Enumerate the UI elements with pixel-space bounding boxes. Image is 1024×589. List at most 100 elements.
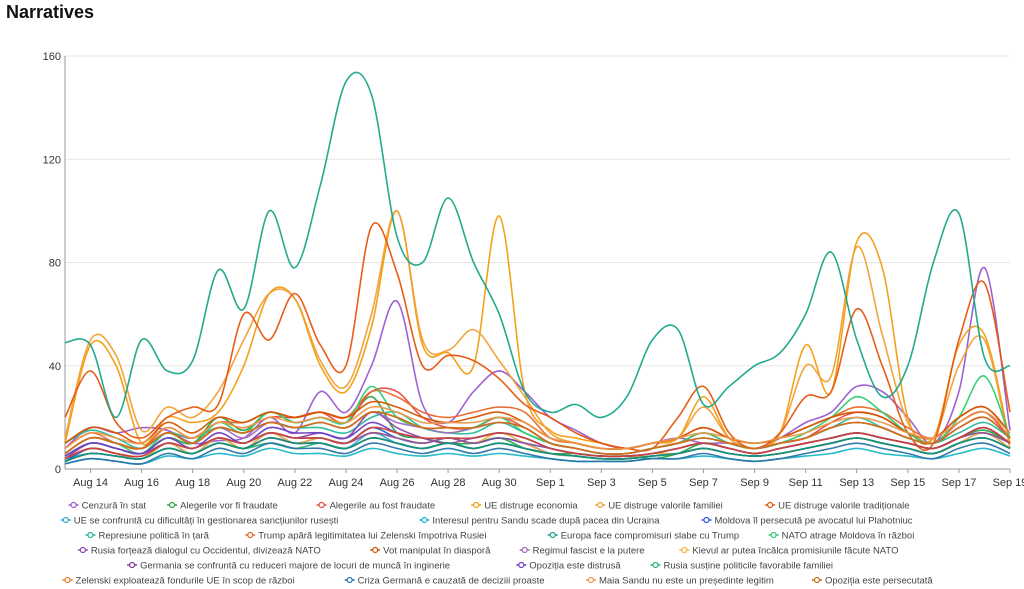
legend-marker [652, 561, 659, 569]
x-tick-label: Sep 5 [638, 477, 667, 489]
chart-title: Narratives [6, 2, 95, 22]
x-tick-label: Aug 18 [175, 477, 210, 489]
legend-item-5[interactable]: UE distruge valorile tradiționale [765, 501, 910, 512]
x-tick-label: Aug 30 [482, 477, 517, 489]
legend-label: Criza Germană e cauzată de deciziii proa… [358, 576, 545, 587]
x-tick-label: Aug 20 [226, 477, 261, 489]
legend-marker [169, 501, 176, 509]
legend-marker [681, 546, 688, 554]
legend-label: Zelenski exploatează fondurile UE în sco… [76, 576, 295, 587]
x-tick-label: Sep 9 [740, 477, 769, 489]
x-tick-label: Sep 15 [890, 477, 925, 489]
legend-label: Alegerile vor fi fraudate [180, 501, 278, 512]
y-tick-label: 120 [43, 154, 61, 166]
series-line-3 [64, 210, 1011, 450]
legend-item-23[interactable]: Opoziția este persecutată [811, 576, 933, 587]
legend-marker [62, 516, 69, 524]
legend-item-15[interactable]: Regimul fascist e la putere [519, 546, 645, 557]
series-line-24 [64, 437, 1011, 463]
legend-label: UE se confruntă cu dificultăți în gestio… [74, 516, 339, 527]
x-tick-label: Aug 24 [329, 477, 364, 489]
legend-label: Rusia forțează dialogul cu Occidentul, d… [91, 546, 321, 557]
legend-item-20[interactable]: Zelenski exploatează fondurile UE în sco… [62, 576, 295, 587]
legend-item-4[interactable]: UE distruge valorile familiei [595, 501, 723, 512]
legend-item-3[interactable]: UE distruge economia [471, 501, 578, 512]
legend-item-10[interactable]: Trump apără legitimitatea lui Zelenski î… [245, 531, 486, 542]
legend-item-13[interactable]: Rusia forțează dialogul cu Occidentul, d… [77, 546, 321, 557]
x-tick-label: Sep 17 [941, 477, 976, 489]
x-tick-label: Sep 19 [993, 477, 1024, 489]
legend-label: Opoziția este distrusă [529, 561, 621, 572]
legend-item-2[interactable]: Alegerile au fost fraudate [316, 501, 436, 512]
legend-item-0[interactable]: Cenzură în stat [68, 501, 147, 512]
legend-marker [521, 546, 528, 554]
legend-marker [703, 516, 710, 524]
x-tick-label: Aug 14 [73, 477, 108, 489]
legend-label: Europa face compromisuri slabe cu Trump [561, 531, 739, 542]
legend-marker [70, 501, 77, 509]
legend-item-14[interactable]: Vot manipulat în diasporă [370, 546, 491, 557]
legend-label: Alegerile au fost fraudate [330, 501, 436, 512]
legend-label: Cenzură în stat [82, 501, 147, 512]
legend-marker [473, 501, 480, 509]
x-tick-label: Aug 28 [431, 477, 466, 489]
x-tick-label: Sep 7 [689, 477, 718, 489]
legend-marker [549, 531, 556, 539]
legend: Cenzură în stat Alegerile vor fi fraudate… [60, 501, 933, 587]
legend-item-19[interactable]: Rusia susține politicile favorabile fami… [650, 561, 834, 572]
series-line-7 [64, 447, 1011, 465]
series-line-26 [64, 426, 1011, 460]
legend-marker [87, 531, 94, 539]
legend-label: Represiune politică în țară [99, 531, 210, 542]
legend-marker [421, 516, 428, 524]
legend-label: Interesul pentru Sandu scade după pacea … [432, 516, 660, 527]
x-tick-label: Aug 26 [380, 477, 415, 489]
axes: 0 40 80 120 160 Aug 14 Aug 16 Aug 18 Aug 20 Aug 2… [43, 51, 1024, 489]
legend-item-18[interactable]: Opoziția este distrusă [516, 561, 621, 572]
legend-marker [129, 561, 136, 569]
legend-item-11[interactable]: Europa face compromisuri slabe cu Trump [547, 531, 739, 542]
legend-label: Trump apără legitimitatea lui Zelenski î… [258, 531, 486, 542]
legend-item-7[interactable]: Interesul pentru Sandu scade după pacea … [419, 516, 660, 527]
legend-label: Kievul ar putea încălca promisiunile făc… [692, 546, 898, 557]
legend-label: Rusia susține politicile favorabile fami… [664, 561, 834, 572]
x-tick-label: Sep 11 [789, 477, 823, 489]
legend-marker [346, 576, 353, 584]
legend-item-6[interactable]: UE se confruntă cu dificultăți în gestio… [60, 516, 339, 527]
y-tick-label: 40 [49, 361, 61, 373]
legend-item-21[interactable]: Criza Germană e cauzată de deciziii proa… [344, 576, 545, 587]
legend-label: Opoziția este persecutată [825, 576, 933, 587]
legend-item-8[interactable]: Moldova îl persecută pe avocatul lui Pla… [701, 516, 913, 527]
legend-marker [597, 501, 604, 509]
series-line-5 [64, 222, 1011, 452]
y-tick-label: 0 [55, 464, 61, 476]
legend-item-12[interactable]: NATO atrage Moldova în război [768, 531, 915, 542]
legend-marker [766, 501, 774, 509]
legend-label: UE distruge valorile tradiționale [778, 501, 909, 512]
legend-label: Germania se confruntă cu reduceri majore… [140, 561, 450, 572]
legend-item-17[interactable]: Germania se confruntă cu reduceri majore… [127, 561, 450, 572]
legend-marker [318, 501, 325, 509]
legend-marker [518, 561, 525, 569]
legend-item-22[interactable]: Maia Sandu nu este un președinte legitim [585, 576, 774, 587]
series-line-11 [64, 71, 1011, 419]
legend-marker [813, 576, 821, 584]
x-tick-label: Sep 1 [536, 477, 565, 489]
legend-marker [587, 576, 595, 584]
legend-item-9[interactable]: Represiune politică în țară [85, 531, 210, 542]
legend-label: UE distruge economia [484, 501, 578, 512]
series-line-21 [64, 442, 1011, 465]
series-line-22 [64, 405, 1011, 450]
legend-label: Maia Sandu nu este un președinte legitim [599, 576, 774, 587]
legend-item-16[interactable]: Kievul ar putea încălca promisiunile făc… [679, 546, 898, 557]
x-tick-label: Sep 13 [839, 477, 874, 489]
legend-marker [372, 546, 379, 554]
legend-item-1[interactable]: Alegerile vor fi fraudate [167, 501, 278, 512]
series-line-4 [64, 210, 1011, 450]
legend-marker [79, 546, 86, 554]
legend-label: Moldova îl persecută pe avocatul lui Pla… [715, 516, 913, 527]
series-lines [64, 71, 1011, 465]
legend-label: NATO atrage Moldova în război [782, 531, 915, 542]
x-tick-label: Aug 22 [277, 477, 312, 489]
